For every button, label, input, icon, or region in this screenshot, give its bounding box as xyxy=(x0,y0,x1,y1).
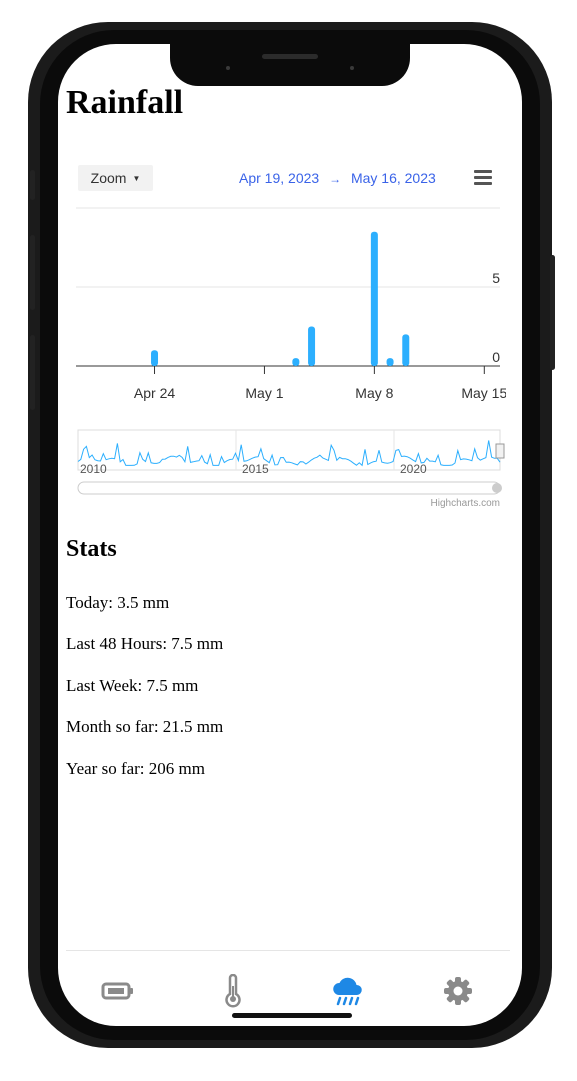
speaker-grille xyxy=(262,54,318,59)
menu-bar xyxy=(474,176,492,179)
home-indicator xyxy=(232,1013,352,1018)
rain-cloud-icon xyxy=(333,977,362,1006)
stat-year-so-far: Year so far: 206 mm xyxy=(66,759,205,778)
thermometer-icon xyxy=(225,974,241,1008)
side-button xyxy=(30,335,35,410)
rain-bar xyxy=(292,358,300,366)
date-range[interactable]: Apr 19, 2023 → May 16, 2023 xyxy=(239,170,436,186)
stats-title: Stats xyxy=(66,536,117,562)
range-start[interactable]: Apr 19, 2023 xyxy=(239,170,320,186)
x-tick-label: May 1 xyxy=(245,385,283,401)
bottom-tab-bar xyxy=(66,950,510,1021)
stat-month-so-far: Month so far: 21.5 mm xyxy=(66,717,224,736)
menu-bar xyxy=(474,170,492,173)
stat-last-48-hours: Last 48 Hours: 7.5 mm xyxy=(66,634,224,653)
range-end[interactable]: May 16, 2023 xyxy=(350,170,436,186)
navigator-series xyxy=(77,440,501,467)
rain-bar xyxy=(308,326,316,366)
x-tick-label: Apr 24 xyxy=(134,385,175,401)
caret-down-icon: ▼ xyxy=(132,173,141,183)
battery-icon xyxy=(101,982,133,1000)
navigator-year-label: 2010 xyxy=(80,462,107,476)
navigator-scroll-thumb xyxy=(492,483,502,493)
navigator-frame xyxy=(77,429,501,471)
rain-bar xyxy=(402,334,410,366)
y-tick-label: 0 xyxy=(492,349,500,365)
navigator-year-label: 2015 xyxy=(242,462,269,476)
camera-dot xyxy=(226,66,230,70)
stat-last-week: Last Week: 7.5 mm xyxy=(66,676,199,695)
side-button xyxy=(30,235,35,310)
navigator-year-label: 2020 xyxy=(400,462,427,476)
gear-icon xyxy=(444,977,472,1005)
zoom-label: Zoom xyxy=(90,170,127,186)
phone-notch xyxy=(170,38,410,86)
rain-bar xyxy=(370,231,378,366)
camera-dot xyxy=(350,66,354,70)
rain-bar xyxy=(151,350,159,366)
x-tick-label: May 8 xyxy=(355,385,393,401)
y-tick-label: 5 xyxy=(492,270,500,286)
range-arrow: → xyxy=(329,172,342,186)
rainfall-chart: Zoom ▼ Apr 19, 2023 → May 16, 2023 0 5 Apr… xyxy=(76,160,506,520)
navigator-handle xyxy=(495,443,505,459)
menu-bar xyxy=(474,182,492,185)
tab-temperature[interactable] xyxy=(213,973,253,1009)
zoom-dropdown[interactable]: Zoom ▼ xyxy=(78,165,153,191)
stat-today: Today: 3.5 mm xyxy=(66,593,170,612)
tab-rainfall[interactable] xyxy=(328,973,368,1009)
page-title: Rainfall xyxy=(66,84,184,121)
tab-battery[interactable] xyxy=(98,973,138,1009)
chart-credits: Highcharts.com xyxy=(431,498,500,509)
rain-bar xyxy=(386,358,394,366)
chart-menu-icon[interactable] xyxy=(474,170,492,185)
side-button xyxy=(30,170,35,200)
chart-canvas: 0 5 Apr 24 May 1 May 8 May 15 2010 2015 2020 High… xyxy=(76,207,506,509)
x-tick-label: May 15 xyxy=(461,385,506,401)
side-button xyxy=(550,255,555,370)
navigator-scrollbar xyxy=(77,481,501,495)
tab-settings[interactable] xyxy=(438,973,478,1009)
